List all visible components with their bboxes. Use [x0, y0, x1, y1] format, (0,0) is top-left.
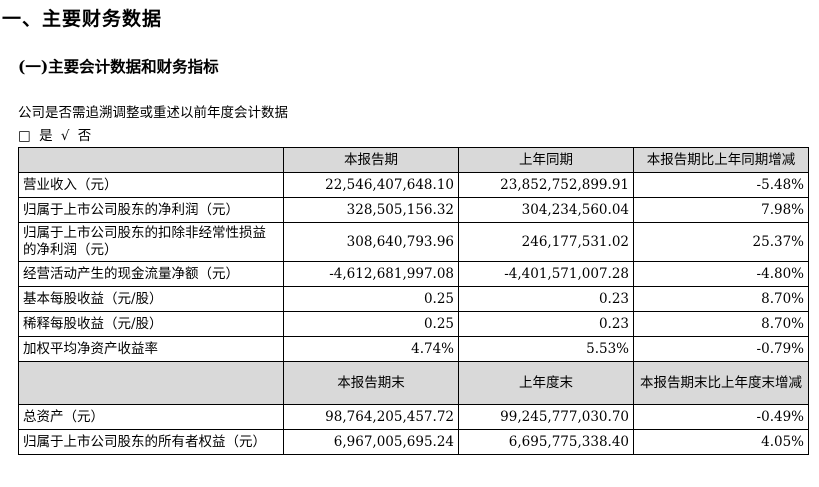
- row-label: 总资产（元）: [18, 404, 284, 430]
- financial-data-table: 本报告期 上年同期 本报告期比上年同期增减 营业收入（元） 22,546,407…: [18, 147, 809, 455]
- row-label: 基本每股收益（元/股）: [18, 286, 284, 312]
- row-label: 稀释每股收益（元/股）: [18, 311, 284, 337]
- row-label: 归属于上市公司股东的扣除非经常性损益的净利润（元）: [18, 222, 284, 262]
- restatement-choice: □ 是 √ 否: [18, 124, 95, 144]
- prior-value: 0.23: [458, 311, 634, 337]
- header-blank-cell: [18, 147, 284, 173]
- prior-value: 5.53%: [458, 336, 634, 362]
- current-value: 22,546,407,648.10: [283, 172, 459, 198]
- restatement-question: 公司是否需追溯调整或重述以前年度会计数据: [18, 105, 288, 121]
- table-row: 总资产（元） 98,764,205,457.72 99,245,777,030.…: [18, 404, 809, 430]
- subheader-change: 本报告期末比上年度末增减: [633, 361, 809, 405]
- current-value: 4.74%: [283, 336, 459, 362]
- section-title: 一、主要财务数据: [2, 8, 163, 30]
- table-row: 稀释每股收益（元/股） 0.25 0.23 8.70%: [18, 311, 809, 337]
- no-label: 否: [77, 128, 92, 144]
- row-label: 归属于上市公司股东的净利润（元）: [18, 197, 284, 223]
- table-row: 归属于上市公司股东的所有者权益（元） 6,967,005,695.24 6,69…: [18, 429, 809, 455]
- prior-value: -4,401,571,007.28: [458, 261, 634, 287]
- row-label: 归属于上市公司股东的所有者权益（元）: [18, 429, 284, 455]
- change-value: -5.48%: [633, 172, 809, 198]
- change-value: -0.79%: [633, 336, 809, 362]
- prior-value: 23,852,752,899.91: [458, 172, 634, 198]
- current-value: 0.25: [283, 311, 459, 337]
- change-value: -4.80%: [633, 261, 809, 287]
- prior-year-end-value: 6,695,775,338.40: [458, 429, 634, 455]
- subheader-prior-year-end: 上年度末: [458, 361, 634, 405]
- no-checkmark: √: [60, 128, 70, 144]
- prior-year-end-value: 99,245,777,030.70: [458, 404, 634, 430]
- row-label: 经营活动产生的现金流量净额（元）: [18, 261, 284, 287]
- table-row: 归属于上市公司股东的扣除非经常性损益的净利润（元） 308,640,793.96…: [18, 222, 809, 262]
- yes-checkbox: □: [18, 128, 31, 144]
- change-value: 7.98%: [633, 197, 809, 223]
- period-end-value: 6,967,005,695.24: [283, 429, 459, 455]
- subsection-title: (一)主要会计数据和财务指标: [18, 57, 219, 76]
- change-value: 25.37%: [633, 222, 809, 262]
- row-label: 加权平均净资产收益率: [18, 336, 284, 362]
- table-row: 经营活动产生的现金流量净额（元） -4,612,681,997.08 -4,40…: [18, 261, 809, 287]
- table-row: 基本每股收益（元/股） 0.25 0.23 8.70%: [18, 286, 809, 312]
- current-value: 328,505,156.32: [283, 197, 459, 223]
- prior-value: 246,177,531.02: [458, 222, 634, 262]
- change-value: 8.70%: [633, 311, 809, 337]
- prior-value: 304,234,560.04: [458, 197, 634, 223]
- header-prior-period: 上年同期: [458, 147, 634, 173]
- current-value: -4,612,681,997.08: [283, 261, 459, 287]
- subheader-period-end: 本报告期末: [283, 361, 459, 405]
- change-value: 8.70%: [633, 286, 809, 312]
- table-row: 加权平均净资产收益率 4.74% 5.53% -0.79%: [18, 336, 809, 362]
- table-row: 营业收入（元） 22,546,407,648.10 23,852,752,899…: [18, 172, 809, 198]
- subheader-blank-cell: [18, 361, 284, 405]
- table-subheader-row: 本报告期末 上年度末 本报告期末比上年度末增减: [18, 361, 809, 405]
- table-row: 归属于上市公司股东的净利润（元） 328,505,156.32 304,234,…: [18, 197, 809, 223]
- yes-label: 是: [39, 128, 53, 144]
- row-label: 营业收入（元）: [18, 172, 284, 198]
- prior-value: 0.23: [458, 286, 634, 312]
- table-header-row: 本报告期 上年同期 本报告期比上年同期增减: [18, 147, 809, 173]
- current-value: 308,640,793.96: [283, 222, 459, 262]
- period-end-value: 98,764,205,457.72: [283, 404, 459, 430]
- current-value: 0.25: [283, 286, 459, 312]
- change-value: -0.49%: [633, 404, 809, 430]
- header-current-period: 本报告期: [283, 147, 459, 173]
- change-value: 4.05%: [633, 429, 809, 455]
- header-change: 本报告期比上年同期增减: [633, 147, 809, 173]
